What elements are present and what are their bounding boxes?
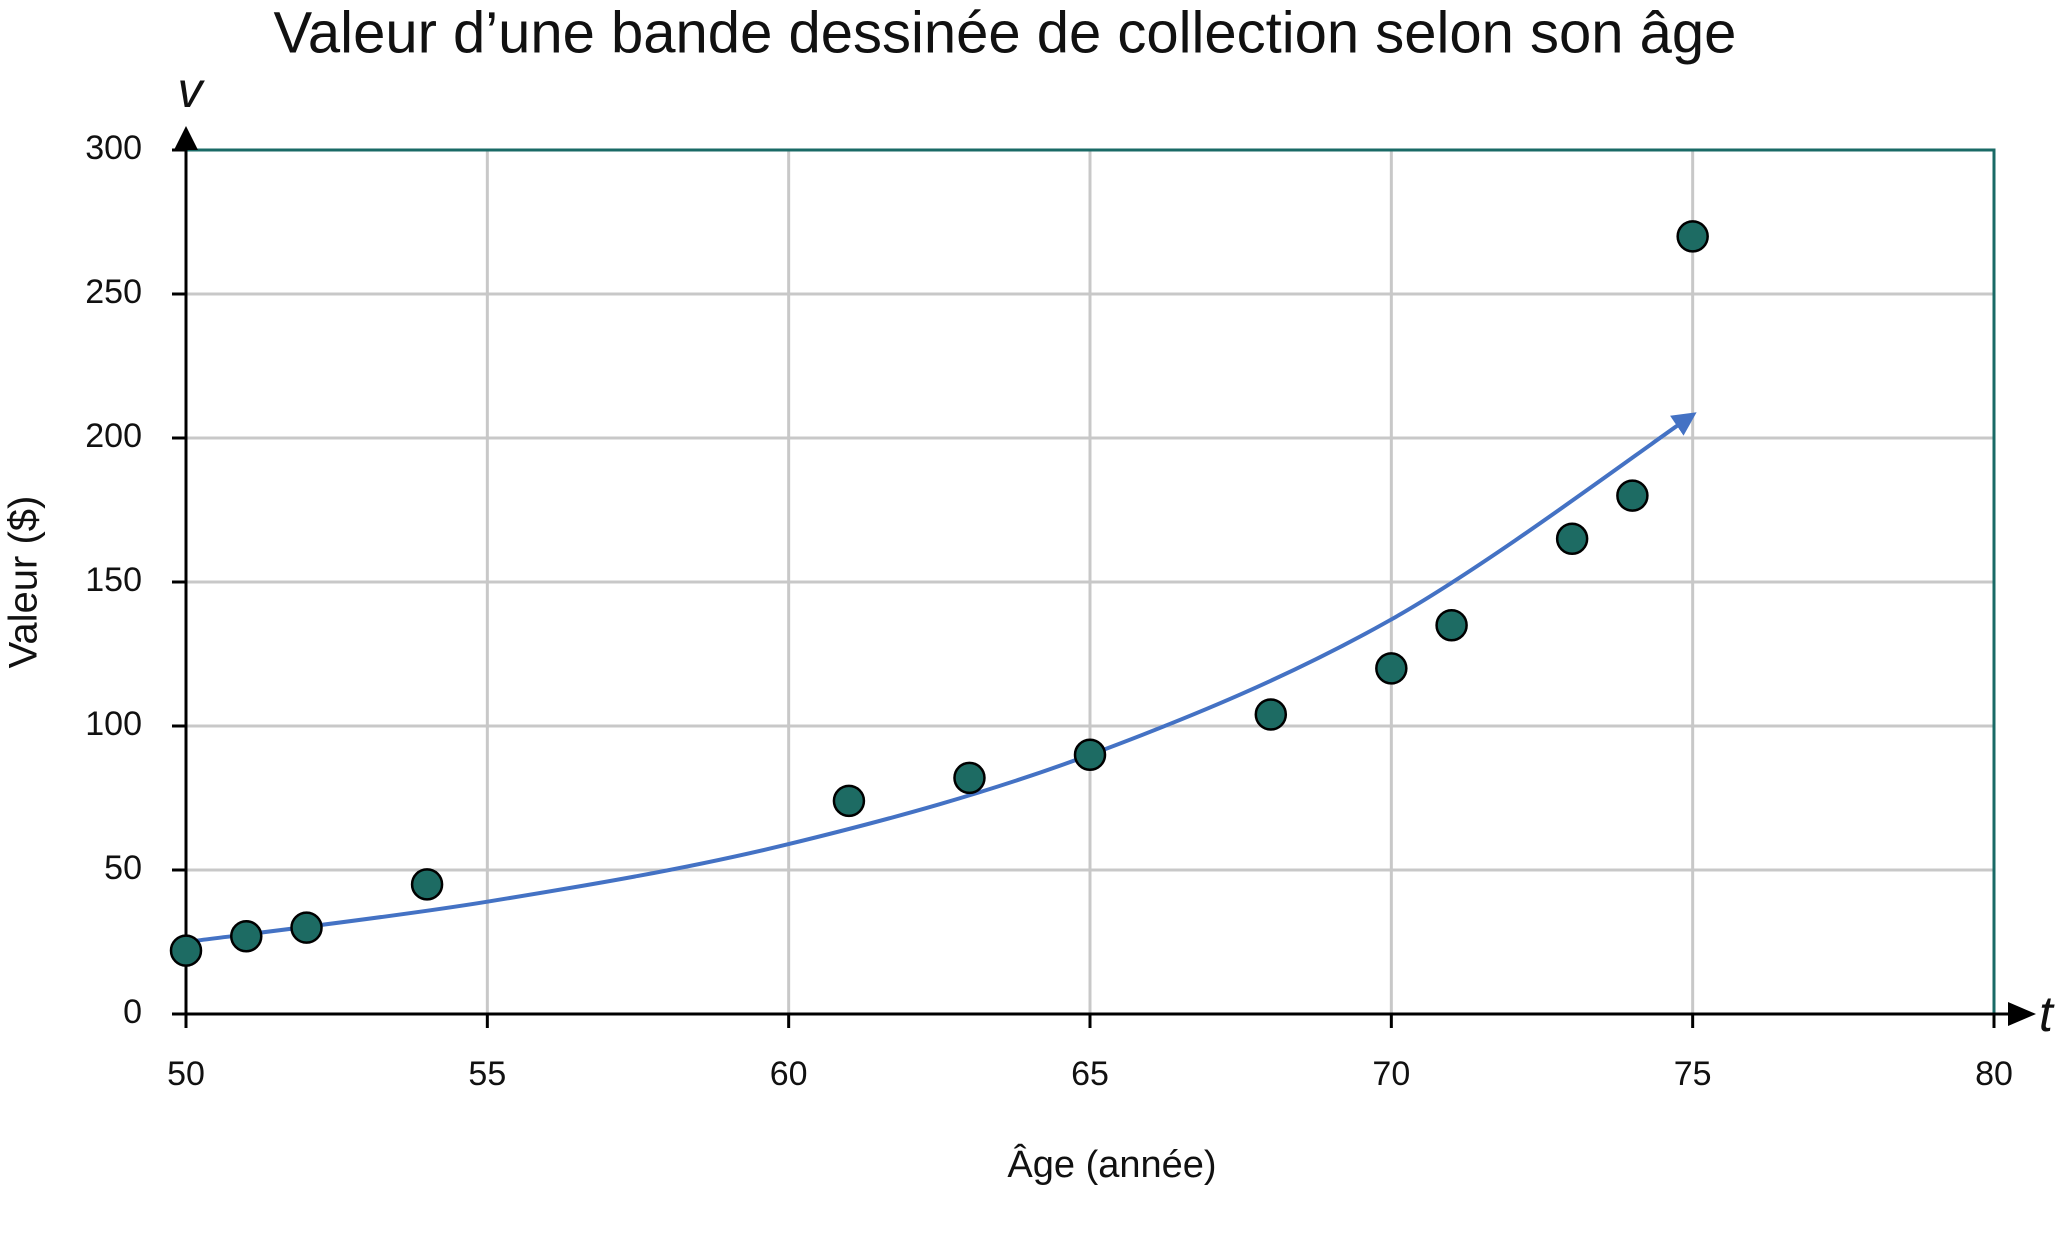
x-axis-arrow (2008, 1002, 2036, 1026)
data-point (1435, 608, 1468, 642)
chart-title: Valeur d’une bande dessinée de collectio… (274, 0, 1737, 65)
data-point (169, 934, 203, 967)
y-tick-label: 0 (123, 993, 142, 1031)
y-tick-label: 250 (85, 273, 142, 311)
data-point (1555, 522, 1589, 556)
plot-frame (186, 148, 1996, 1014)
data-point (410, 868, 444, 901)
y-axis-symbol: v (178, 62, 206, 118)
x-tick-label: 70 (1372, 1055, 1410, 1093)
data-point (290, 911, 323, 944)
x-tick-label: 55 (468, 1055, 506, 1093)
x-tick-label: 50 (167, 1055, 205, 1093)
data-point (953, 761, 986, 795)
x-tick-label: 60 (770, 1055, 808, 1093)
y-axis-label: Valeur ($) (2, 496, 46, 669)
data-point (1676, 220, 1709, 253)
y-tick-label: 50 (104, 849, 142, 887)
x-tick-label: 80 (1975, 1055, 2013, 1093)
data-point (1616, 479, 1649, 512)
y-tick-label: 150 (85, 561, 142, 599)
data-point (832, 784, 866, 818)
data-point (230, 919, 263, 953)
x-tick-label: 75 (1674, 1055, 1712, 1093)
y-tick-label: 200 (85, 417, 142, 455)
data-point (1375, 652, 1408, 685)
trend-curve (185, 412, 1697, 944)
x-tick-label: 65 (1071, 1055, 1109, 1093)
x-axis-label: Âge (année) (1007, 1143, 1216, 1186)
data-point (1073, 738, 1107, 772)
data-point (1254, 698, 1288, 731)
x-axis-symbol: t (2039, 986, 2055, 1042)
y-tick-label: 100 (85, 705, 142, 743)
y-axis-arrow (174, 126, 198, 150)
y-tick-label: 300 (85, 129, 142, 167)
